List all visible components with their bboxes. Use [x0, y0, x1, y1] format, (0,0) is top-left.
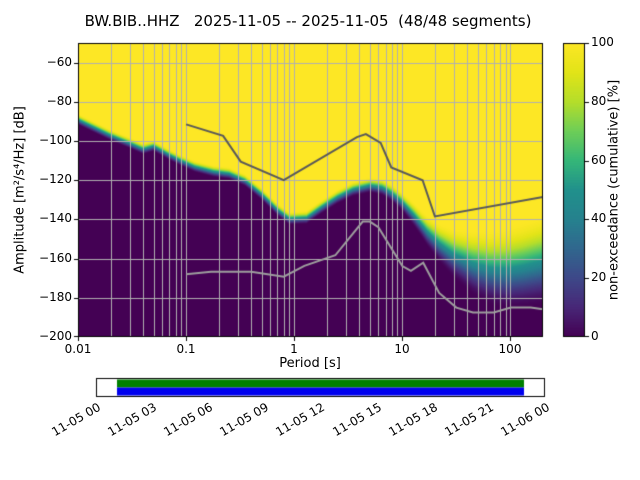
y-tick-label: −120 [39, 172, 72, 186]
colorbar-tick-label: 20 [591, 270, 607, 284]
y-tick-label: −80 [46, 94, 72, 108]
x-tick-label: 0.1 [176, 342, 196, 356]
colorbar-tick-label: 40 [591, 211, 607, 225]
x-tick-label: 10 [394, 342, 410, 356]
colorbar-tick-label: 0 [591, 329, 599, 343]
y-axis-label: Amplitude [m²/s⁴/Hz] [dB] [12, 106, 28, 274]
plot-title: BW.BIB..HHZ 2025-11-05 -- 2025-11-05 (48… [84, 12, 532, 30]
x-tick-label: 100 [498, 342, 522, 356]
x-tick-label: 0.01 [64, 342, 92, 356]
x-tick-label: 1 [290, 342, 298, 356]
colorbar-label: non-exceedance (cumulative) [%] [606, 79, 622, 301]
colorbar-tick-label: 80 [591, 94, 607, 108]
colorbar-tick-label: 60 [591, 153, 607, 167]
y-tick-label: −180 [39, 290, 72, 304]
y-tick-label: −160 [39, 251, 72, 265]
y-tick-label: −140 [39, 211, 72, 225]
y-tick-label: −60 [46, 55, 72, 69]
x-axis-label: Period [s] [279, 356, 341, 371]
y-tick-label: −200 [39, 329, 72, 343]
colorbar-tick-label: 100 [591, 35, 614, 49]
y-tick-label: −100 [39, 133, 72, 147]
